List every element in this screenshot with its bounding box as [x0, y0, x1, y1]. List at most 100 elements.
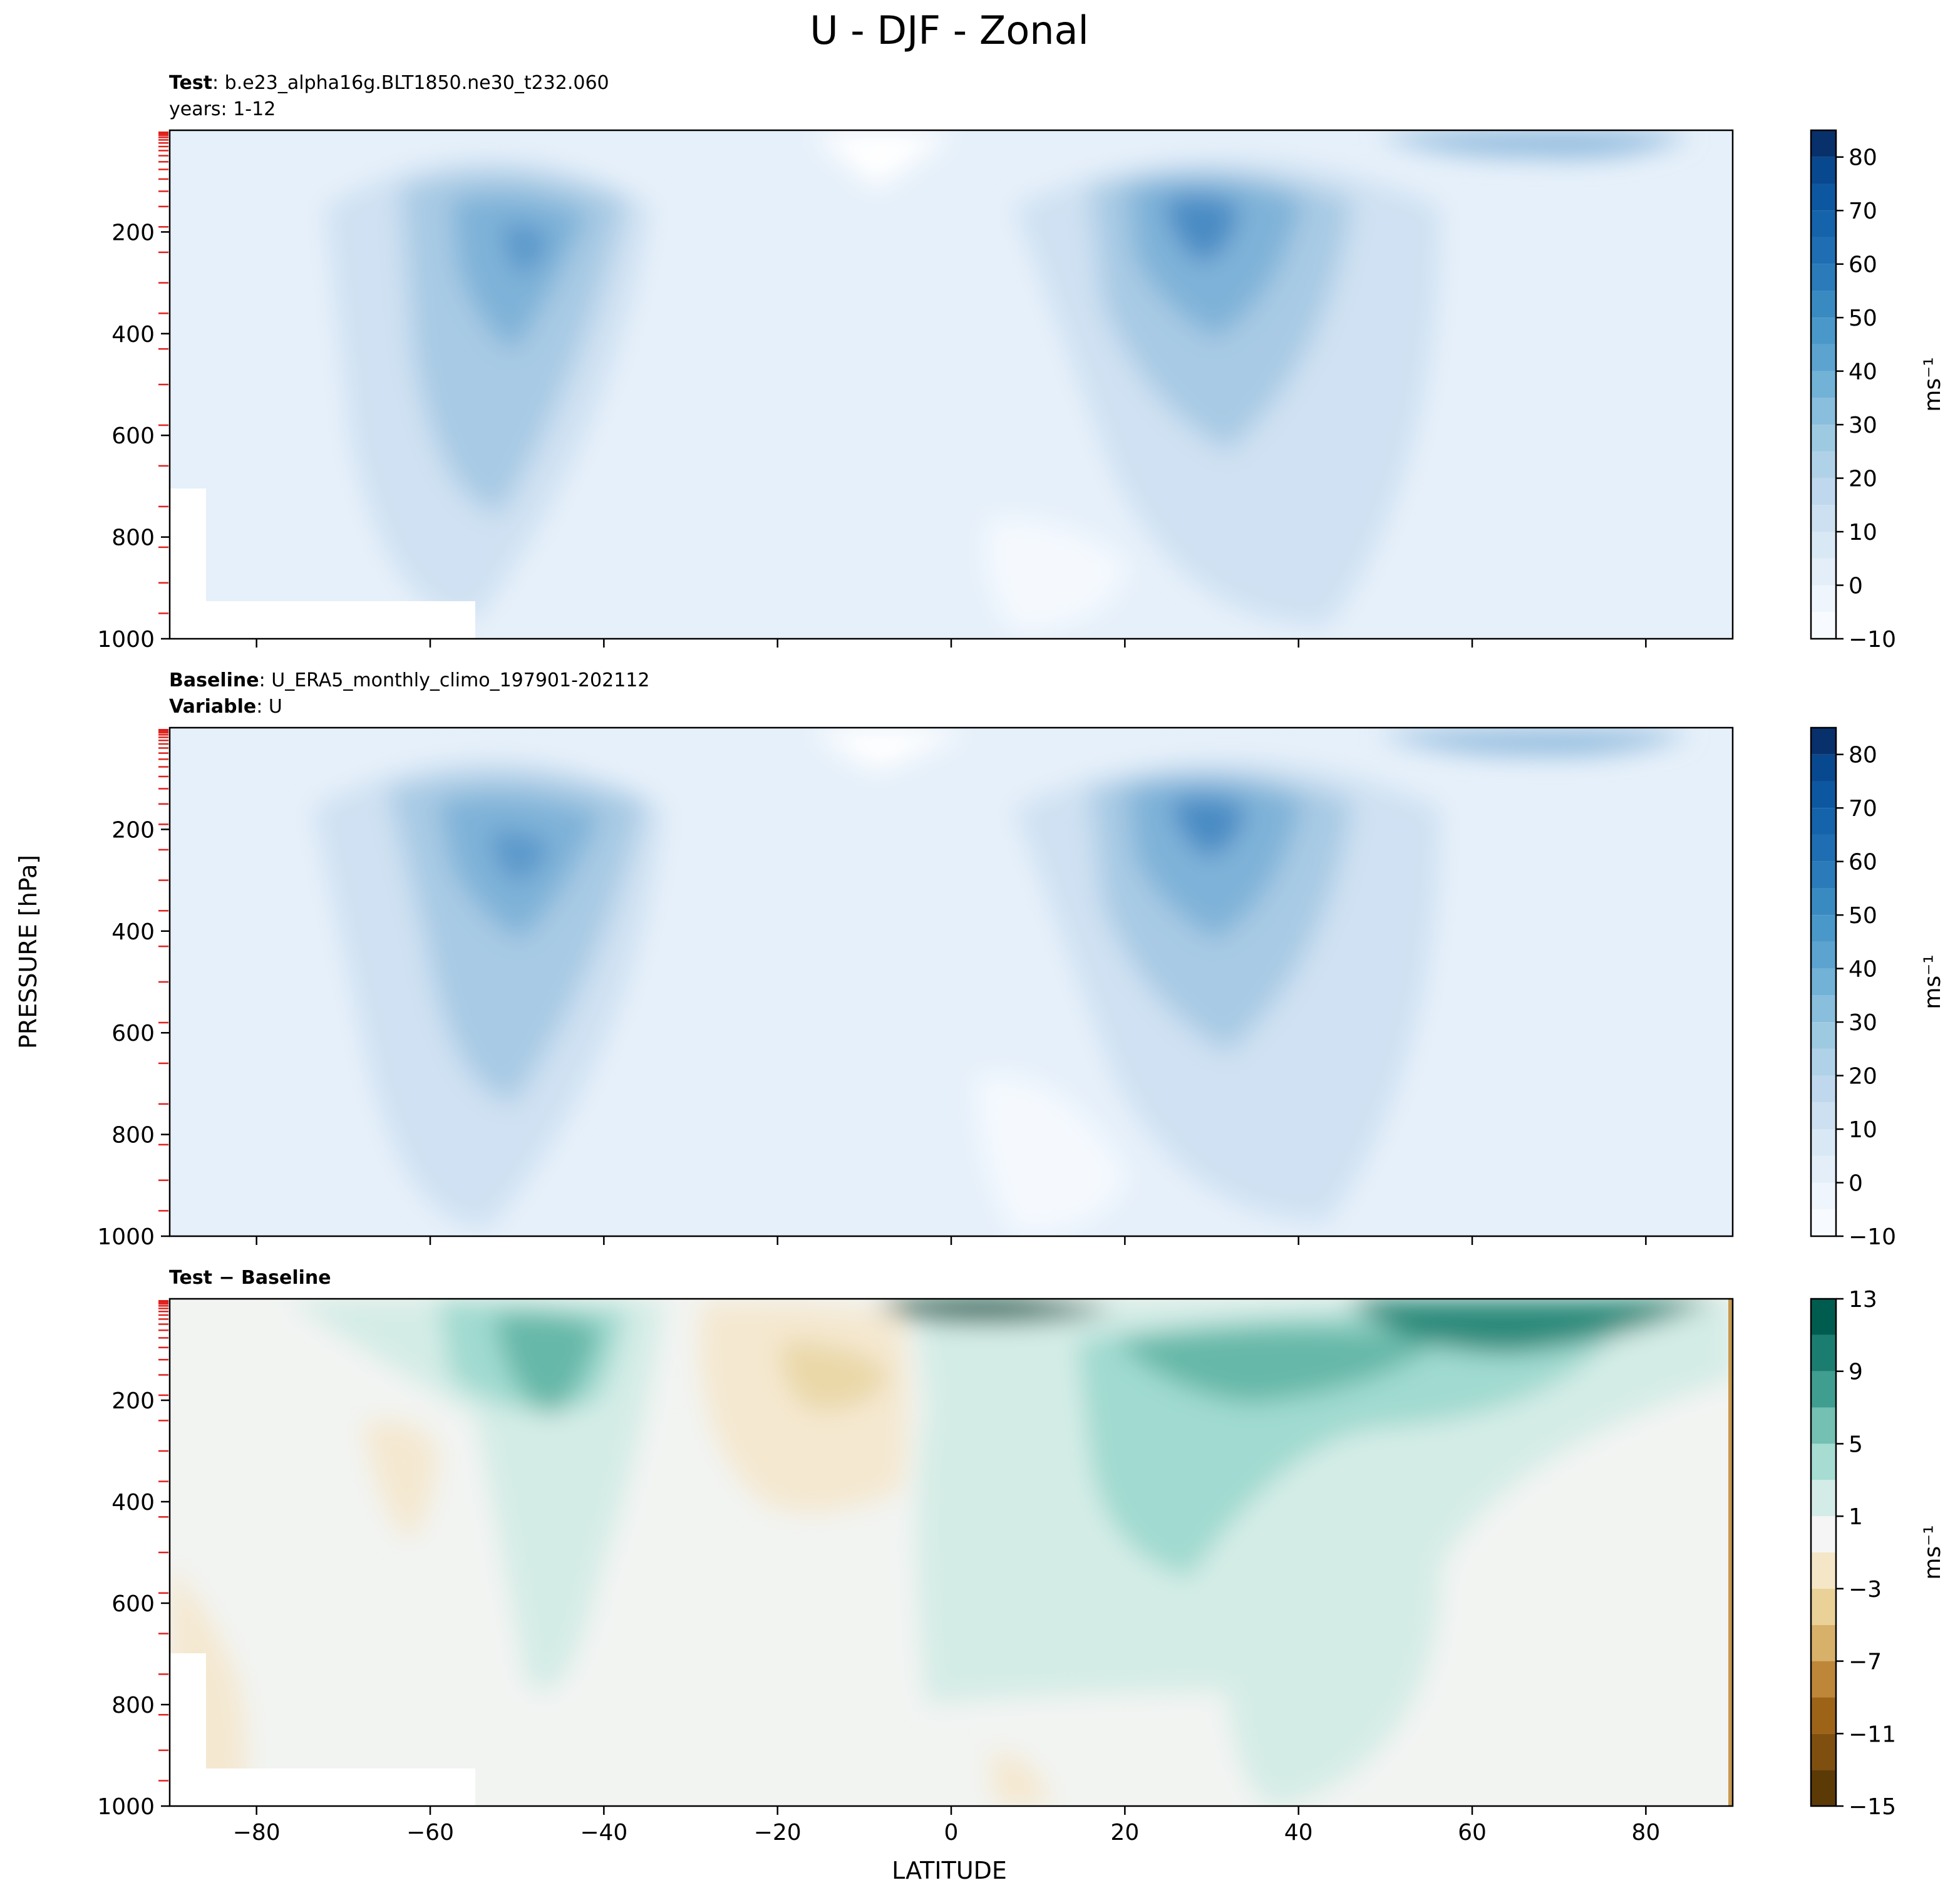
y-tick-label: 800	[111, 1123, 155, 1149]
colorbar-tick-label: 9	[1849, 1360, 1863, 1385]
colorbar-swatch	[1811, 1075, 1836, 1103]
x-tick-label: −80	[233, 1820, 281, 1846]
colorbar-1: 80 70 60 50 40 30 20 10 0 −10 ms⁻¹	[1810, 129, 1946, 653]
colorbar-tick-label: −7	[1849, 1650, 1882, 1675]
colorbar-swatch	[1811, 157, 1836, 184]
colorbar-tick-label: 60	[1849, 850, 1877, 875]
colorbar-swatch	[1811, 612, 1836, 639]
colorbar-swatch	[1811, 1624, 1836, 1661]
colorbar-swatch	[1811, 237, 1836, 264]
y-tick-label: 600	[111, 1591, 155, 1617]
colorbar-swatch	[1811, 834, 1836, 862]
colorbar-tick-label: 30	[1849, 1010, 1877, 1036]
colorbar-tick-label: 40	[1849, 957, 1877, 983]
panel-baseline-title-line1: Baseline: U_ERA5_monthly_climo_197901-20…	[169, 669, 649, 691]
axes-panel-2: 200 400 600 800 1000	[97, 728, 1647, 1250]
colorbar-tick-label: 80	[1849, 145, 1877, 171]
colorbar-tick-label: −15	[1849, 1794, 1896, 1820]
colorbar-swatch	[1811, 754, 1836, 782]
colorbar-swatch	[1811, 1299, 1836, 1335]
colorbar-units-label: ms⁻¹	[1920, 954, 1946, 1009]
colorbar-swatch	[1811, 1407, 1836, 1444]
colorbar-swatch	[1811, 130, 1836, 157]
colorbar-swatch	[1811, 995, 1836, 1023]
y-tick-label: 600	[111, 1021, 155, 1046]
colorbar-swatch	[1811, 1733, 1836, 1770]
x-tick-label: 0	[944, 1820, 959, 1846]
x-tick-label: 20	[1110, 1820, 1139, 1846]
colorbar-units-label: ms⁻¹	[1920, 357, 1946, 411]
colorbar-tick-label: 0	[1849, 1171, 1863, 1197]
field-test	[170, 130, 1733, 639]
colorbar-swatch	[1811, 1209, 1836, 1236]
colorbar-swatch	[1811, 585, 1836, 612]
colorbar-3: 13 9 5 1 −3 −7 −11 −15 ms⁻¹	[1810, 1287, 1946, 1820]
colorbar-swatch	[1811, 264, 1836, 291]
y-tick-label: 600	[111, 423, 155, 449]
colorbar-swatch	[1811, 861, 1836, 889]
colorbar-swatch	[1811, 1770, 1836, 1806]
colorbar-tick-label: 50	[1849, 306, 1877, 331]
colorbar-swatch	[1811, 478, 1836, 505]
panel-test: Test: b.e23_alpha16g.BLT1850.ne30_t232.0…	[168, 72, 1734, 640]
colorbar-frame	[1810, 1298, 1837, 1807]
colorbar-tick-label: 40	[1849, 359, 1877, 385]
colorbar-tick-label: 20	[1849, 1064, 1877, 1090]
y-tick-label: 400	[111, 322, 155, 348]
colorbar-swatch	[1811, 505, 1836, 532]
colorbar-swatch	[1811, 728, 1836, 755]
y-tick-label: 400	[111, 919, 155, 945]
colorbar-swatch	[1811, 915, 1836, 942]
colorbar-swatch	[1811, 1588, 1836, 1625]
colorbar-frame	[1810, 726, 1837, 1237]
y-axis-label: PRESSURE [hPa]	[14, 855, 42, 1049]
colorbar-swatch	[1811, 1516, 1836, 1552]
colorbar-swatch	[1811, 371, 1836, 398]
colorbar-swatch	[1811, 183, 1836, 211]
axes-layer: 2004006008001000200400600800100020040060…	[97, 131, 1660, 1846]
axes-panel-3: 200 400 600 800 1000 −80 −60 −40 −20 0 20 40 60 80	[97, 1299, 1660, 1846]
field-baseline	[170, 728, 1733, 1236]
colorbar-swatch	[1811, 1697, 1836, 1734]
colorbar-swatch	[1811, 398, 1836, 425]
panel-baseline: Baseline: U_ERA5_monthly_climo_197901-20…	[168, 669, 1734, 1237]
y-tick-label: 800	[111, 1693, 155, 1718]
colorbar-swatch	[1811, 1335, 1836, 1371]
colorbar-swatch	[1811, 318, 1836, 344]
panel-test-title-line2: years: 1-12	[169, 98, 276, 120]
colorbar-tick-label: 5	[1849, 1432, 1863, 1457]
colorbar-tick-label: −10	[1849, 1224, 1896, 1250]
colorbar-swatch	[1811, 532, 1836, 559]
colorbar-tick-label: −11	[1849, 1722, 1896, 1747]
panel-baseline-title-line2: Variable: U	[169, 696, 282, 718]
colorbar-tick-label: 10	[1849, 520, 1877, 545]
axes-panel-1: 200 400 600 800 1000	[97, 131, 1647, 653]
colorbar-swatch	[1811, 451, 1836, 478]
colorbar-tick-label: 0	[1849, 574, 1863, 599]
field-diff	[170, 1299, 1733, 1806]
colorbar-swatch	[1811, 781, 1836, 808]
colorbar-swatch	[1811, 808, 1836, 835]
x-tick-label: 60	[1458, 1820, 1487, 1846]
colorbar-tick-label: 13	[1849, 1287, 1877, 1313]
colorbar-swatch	[1811, 888, 1836, 916]
y-tick-label: 200	[111, 1388, 155, 1414]
colorbar-swatch	[1811, 1155, 1836, 1183]
colorbar-tick-label: 70	[1849, 796, 1877, 822]
x-tick-label: −20	[754, 1820, 802, 1846]
y-tick-label: 1000	[97, 627, 155, 653]
colorbar-tick-label: 30	[1849, 413, 1877, 438]
x-tick-label: 80	[1631, 1820, 1660, 1846]
colorbar-tick-label: 1	[1849, 1504, 1863, 1530]
panel-diff-title: Test − Baseline	[169, 1267, 331, 1289]
colorbar-layer: 80706050403020100−10ms⁻¹8070605040302010…	[1810, 129, 1946, 1820]
y-tick-label: 200	[111, 220, 155, 245]
colorbar-swatch	[1811, 968, 1836, 996]
colorbar-swatch	[1811, 1480, 1836, 1517]
y-tick-label: 1000	[97, 1794, 155, 1820]
figure-title: U - DJF - Zonal	[810, 8, 1089, 53]
colorbar-swatch	[1811, 1102, 1836, 1130]
colorbar-swatch	[1811, 291, 1836, 318]
colorbar-swatch	[1811, 941, 1836, 969]
